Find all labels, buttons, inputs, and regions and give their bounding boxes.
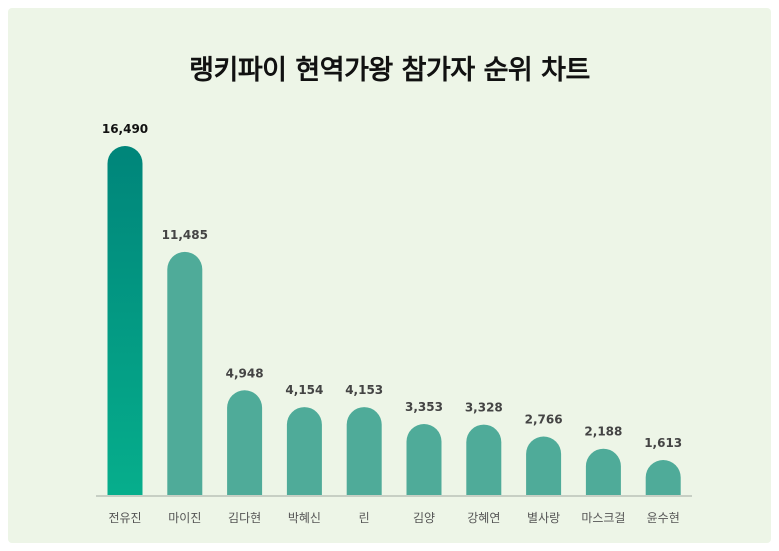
x-tick-label: 별사랑 bbox=[527, 511, 560, 525]
value-label: 16,490 bbox=[102, 122, 148, 136]
x-tick-label: 김양 bbox=[413, 511, 435, 525]
bar-강혜연 bbox=[466, 424, 502, 495]
x-tick-label: 김다현 bbox=[228, 511, 261, 525]
value-label: 1,613 bbox=[644, 436, 682, 450]
value-label: 4,153 bbox=[345, 383, 383, 397]
x-tick-label: 린 bbox=[359, 511, 370, 525]
x-tick-label: 마스크걸 bbox=[581, 511, 625, 525]
bar-마이진 bbox=[167, 251, 203, 495]
bar-김다현 bbox=[227, 390, 263, 495]
labels-group: 16,490 전유진 11,485 마이진 4,948 김다현 4,154 박혜신 4,153 린… bbox=[102, 122, 682, 525]
value-label: 4,154 bbox=[285, 383, 323, 397]
bar-별사랑 bbox=[526, 436, 562, 495]
value-label: 11,485 bbox=[162, 228, 208, 242]
value-label: 3,328 bbox=[465, 401, 503, 415]
bar-윤수현 bbox=[645, 460, 681, 495]
value-label: 2,766 bbox=[525, 412, 563, 426]
x-tick-label: 박혜신 bbox=[288, 511, 321, 525]
bar-박혜신 bbox=[286, 407, 322, 495]
bars-group bbox=[107, 146, 681, 495]
bar-김양 bbox=[406, 424, 442, 495]
bar-린 bbox=[346, 407, 382, 495]
x-tick-label: 마이진 bbox=[168, 511, 201, 525]
chart-title: 랭키파이 현역가왕 참가자 순위 차트 bbox=[189, 55, 590, 86]
x-tick-label: 강혜연 bbox=[467, 511, 500, 525]
x-tick-label: 전유진 bbox=[108, 511, 141, 525]
bar-마스크걸 bbox=[585, 448, 621, 495]
x-tick-label: 윤수현 bbox=[647, 511, 680, 525]
bar-전유진 bbox=[107, 146, 143, 495]
value-label: 4,948 bbox=[226, 366, 264, 380]
value-label: 3,353 bbox=[405, 400, 443, 414]
value-label: 2,188 bbox=[584, 425, 622, 439]
